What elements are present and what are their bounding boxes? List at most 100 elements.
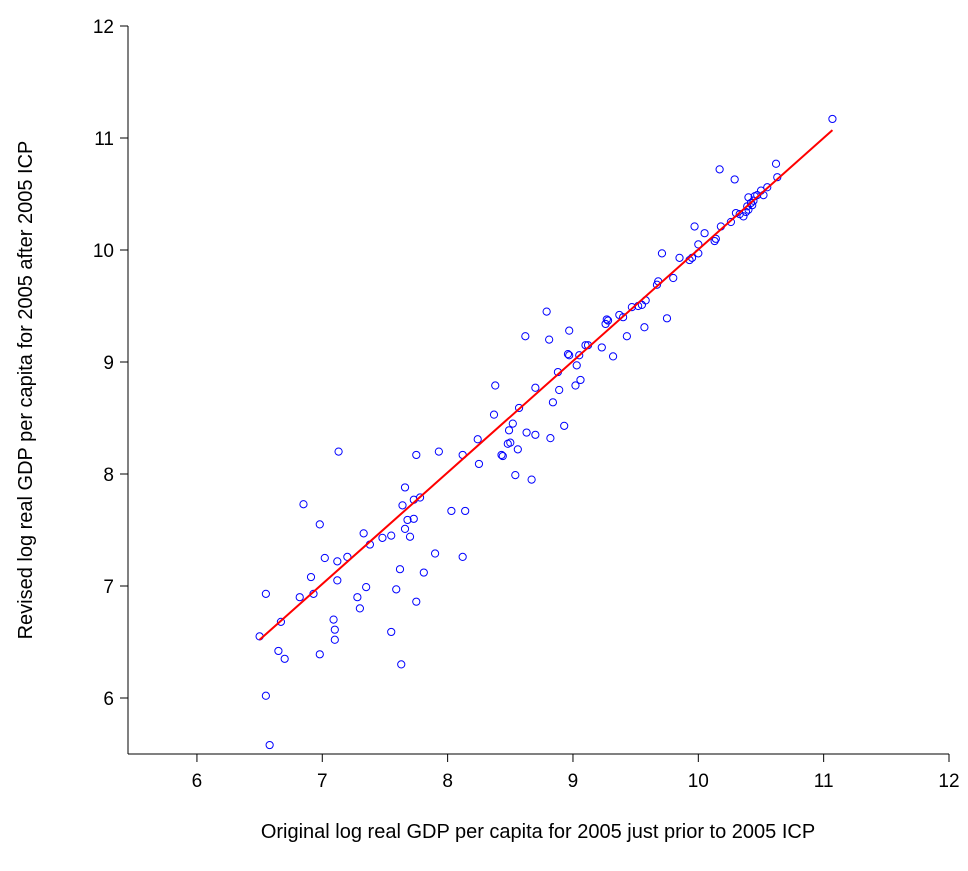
- point: [280, 654, 289, 663]
- point: [398, 501, 407, 510]
- point: [565, 351, 574, 360]
- point: [662, 314, 672, 323]
- point: [330, 625, 339, 634]
- point: [694, 240, 703, 249]
- point: [362, 583, 371, 592]
- point: [387, 627, 396, 637]
- point: [315, 520, 324, 529]
- point: [565, 326, 574, 335]
- x-tick-label: 8: [442, 771, 453, 792]
- x-axis-label: Original log real GDP per capita for 200…: [261, 821, 815, 843]
- point: [514, 403, 524, 413]
- point: [522, 428, 531, 437]
- point: [546, 434, 555, 443]
- point: [622, 332, 631, 341]
- point: [640, 323, 649, 332]
- point: [531, 430, 540, 439]
- point: [430, 549, 440, 558]
- point: [400, 483, 410, 492]
- point: [306, 572, 316, 582]
- point: [474, 459, 484, 469]
- point: [434, 447, 443, 456]
- point: [491, 381, 500, 390]
- point: [261, 589, 270, 598]
- point: [763, 183, 772, 192]
- point: [419, 568, 428, 577]
- point: [334, 447, 343, 456]
- point: [412, 597, 421, 606]
- y-tick-label: 8: [103, 465, 114, 486]
- point: [355, 604, 364, 613]
- point: [315, 650, 324, 659]
- point: [458, 552, 467, 561]
- point: [511, 471, 520, 480]
- point: [608, 352, 618, 361]
- point: [353, 593, 362, 602]
- point: [710, 236, 719, 246]
- point: [657, 249, 667, 258]
- x-tick-label: 11: [814, 771, 834, 792]
- point: [299, 500, 308, 509]
- point: [771, 159, 781, 168]
- fit-line: [258, 129, 834, 641]
- point: [715, 165, 724, 174]
- point: [508, 419, 517, 428]
- point: [563, 350, 573, 359]
- point: [461, 506, 470, 516]
- point: [387, 531, 396, 540]
- point: [603, 316, 613, 325]
- point: [378, 533, 387, 542]
- point: [473, 435, 482, 444]
- y-tick-label: 7: [103, 577, 114, 598]
- point: [690, 222, 699, 231]
- point: [828, 114, 837, 124]
- point: [261, 691, 270, 700]
- point: [295, 593, 304, 602]
- point: [513, 445, 522, 454]
- point: [397, 660, 406, 669]
- point: [333, 576, 342, 585]
- point: [274, 646, 283, 656]
- point: [669, 273, 678, 283]
- point: [405, 532, 415, 541]
- point: [602, 315, 611, 324]
- point: [489, 410, 499, 419]
- point: [560, 421, 569, 430]
- point: [575, 351, 584, 360]
- point: [333, 557, 342, 566]
- point: [276, 617, 286, 626]
- point: [447, 506, 456, 516]
- y-tick-label: 10: [93, 241, 114, 262]
- point: [619, 313, 628, 322]
- x-tick-label: 7: [317, 771, 328, 792]
- y-axis-label: Revised log real GDP per capita for 2005…: [15, 141, 37, 640]
- x-tick-label: 10: [688, 771, 709, 792]
- point: [412, 450, 421, 460]
- x-tick-label: 6: [192, 771, 203, 792]
- point: [504, 426, 514, 435]
- point: [330, 635, 339, 644]
- point: [395, 565, 405, 574]
- point: [329, 615, 338, 624]
- point: [409, 514, 418, 523]
- point: [531, 383, 540, 392]
- point: [597, 343, 606, 352]
- y-tick-label: 12: [93, 17, 114, 38]
- point: [320, 553, 329, 563]
- point: [572, 361, 581, 370]
- point: [571, 381, 580, 390]
- point: [265, 740, 274, 750]
- point: [415, 493, 425, 502]
- point: [400, 524, 410, 533]
- point: [700, 229, 709, 238]
- point: [548, 398, 558, 407]
- point: [576, 375, 585, 385]
- point: [739, 212, 748, 221]
- point: [403, 515, 412, 525]
- point: [527, 475, 536, 484]
- point: [749, 196, 758, 205]
- point: [545, 335, 554, 344]
- point: [521, 332, 530, 341]
- x-tick-label: 12: [938, 771, 959, 792]
